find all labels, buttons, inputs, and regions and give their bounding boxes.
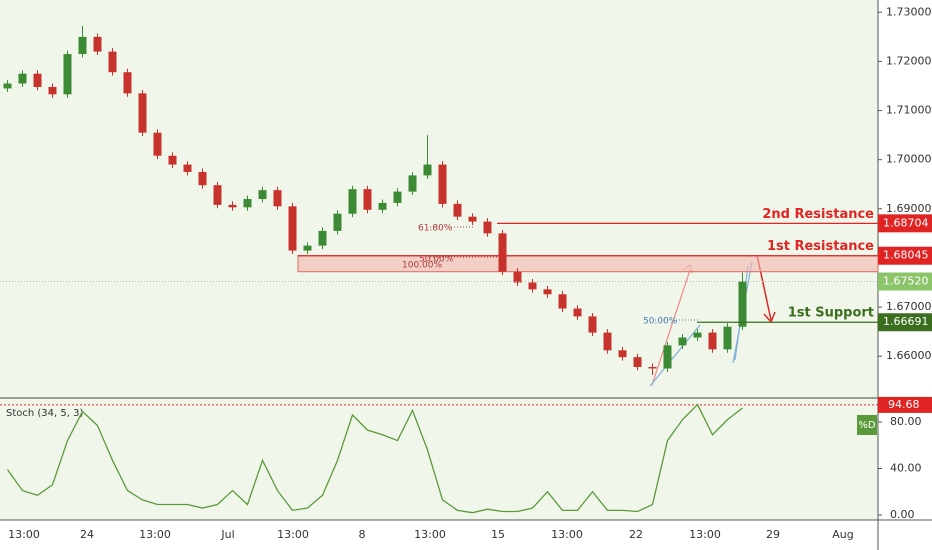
candle-body: [468, 216, 477, 222]
fib-label: 61.80%: [418, 224, 453, 234]
legend-box: [857, 415, 877, 435]
level-name: 2nd Resistance: [762, 207, 874, 222]
y-tick-label: 0.00: [890, 508, 915, 521]
legend-label: %D: [858, 420, 876, 431]
candle-body: [618, 350, 627, 358]
candle-body: [213, 185, 222, 205]
candle-body: [363, 189, 372, 210]
x-tick-label: 29: [766, 528, 780, 541]
candle-body: [63, 54, 72, 95]
candle-body: [498, 233, 507, 272]
stoch-line: [6, 403, 743, 514]
x-tick-label: 13:00: [277, 528, 309, 541]
x-tick-label: 13:00: [551, 528, 583, 541]
candle-body: [108, 51, 117, 73]
stoch-title: Stoch (34, 5, 3): [6, 408, 83, 419]
x-tick-label: 22: [629, 528, 643, 541]
projection-arrow: [651, 269, 691, 386]
y-tick-label: 80.00: [890, 415, 922, 428]
candle-body: [408, 175, 417, 192]
price-tag-label: 1.67520: [883, 275, 929, 288]
candle-body: [78, 36, 87, 55]
candle-body: [603, 332, 612, 351]
candle-body: [258, 190, 267, 199]
x-tick-label: Aug: [832, 528, 853, 541]
candle-body: [153, 132, 162, 156]
candle-body: [393, 191, 402, 203]
candle-body: [558, 294, 567, 309]
x-tick-label: 13:00: [689, 528, 721, 541]
price-tag: [878, 246, 932, 265]
candle-body: [543, 289, 552, 295]
candle-body: [708, 332, 717, 350]
candle-body: [438, 164, 447, 204]
x-tick-label: 15: [491, 528, 505, 541]
candle-body: [3, 83, 12, 89]
y-tick-label: 40.00: [890, 461, 922, 474]
level-name: 1st Support: [788, 306, 874, 321]
candle-body: [528, 282, 537, 290]
fib-label: 50.00%: [643, 317, 678, 327]
resistance-zone: [297, 255, 879, 273]
x-tick-label: 24: [80, 528, 94, 541]
candle-body: [33, 73, 42, 87]
candle-body: [648, 366, 657, 369]
candle-body: [288, 206, 297, 251]
candle-body: [93, 36, 102, 52]
candle-body: [228, 204, 237, 208]
candle-body: [333, 213, 342, 231]
candle-body: [678, 337, 687, 346]
candle-body: [423, 164, 432, 176]
y-tick-label: 1.71000: [886, 104, 932, 117]
candle-body: [573, 308, 582, 317]
candle-body: [483, 221, 492, 234]
x-tick-label: 13:00: [8, 528, 40, 541]
x-tick-label: 8: [359, 528, 366, 541]
price-tag: [878, 214, 932, 233]
candle-body: [318, 230, 327, 246]
stoch-last-label: 94.68: [888, 398, 920, 411]
y-tick-label: 1.70000: [886, 153, 932, 166]
price-tag: [878, 272, 932, 291]
y-tick-label: 1.66000: [886, 349, 932, 362]
level-name: 1st Resistance: [767, 239, 874, 254]
candle-body: [303, 245, 312, 251]
price-tag-label: 1.68045: [883, 249, 929, 262]
price-tag-label: 1.68704: [883, 216, 929, 229]
x-tick-label: 13:00: [139, 528, 171, 541]
candle-body: [48, 86, 57, 95]
candle-body: [123, 72, 132, 94]
candle-body: [273, 190, 282, 207]
candle-body: [693, 332, 702, 338]
candle-body: [348, 189, 357, 214]
y-tick-label: 1.69000: [886, 202, 932, 215]
fib-label: 100.00%: [402, 261, 442, 271]
candle-body: [198, 171, 207, 186]
candle-body: [513, 271, 522, 283]
candle-body: [243, 198, 252, 208]
y-tick-label: 1.67000: [886, 300, 932, 313]
x-tick-label: 13:00: [414, 528, 446, 541]
y-tick-label: 1.72000: [886, 54, 932, 67]
candle-body: [588, 316, 597, 333]
candle-body: [633, 357, 642, 367]
y-tick-label: 1.73000: [886, 5, 932, 18]
candle-body: [453, 203, 462, 217]
candle-body: [723, 326, 732, 350]
candle-body: [138, 93, 147, 133]
candle-body: [168, 155, 177, 165]
trend-line: [649, 324, 701, 387]
candle-body: [378, 202, 387, 210]
price-tag-label: 1.66691: [883, 315, 929, 328]
candle-body: [663, 345, 672, 369]
x-tick-label: Jul: [220, 528, 234, 541]
price-tag: [878, 313, 932, 332]
candle-body: [738, 281, 747, 327]
price-tag: [878, 396, 932, 413]
fib-label: 50.00%: [419, 255, 454, 265]
candle-body: [18, 73, 27, 84]
candle-body: [183, 164, 192, 172]
